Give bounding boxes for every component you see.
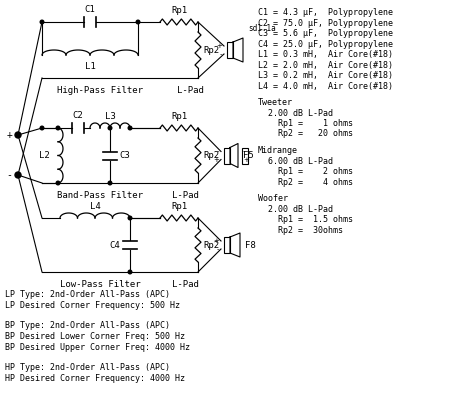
Text: C1 = 4.3 μF,  Polypropylene: C1 = 4.3 μF, Polypropylene (258, 8, 393, 17)
Text: 2.00 dB L-Pad: 2.00 dB L-Pad (258, 204, 333, 213)
Circle shape (128, 270, 132, 274)
Text: C1: C1 (85, 5, 95, 14)
Circle shape (40, 20, 44, 24)
Text: C2: C2 (73, 111, 83, 120)
Bar (224, 147, 230, 164)
Text: Rp1 =    2 ohms: Rp1 = 2 ohms (258, 167, 353, 176)
Text: HP Desired Corner Frequency: 4000 Hz: HP Desired Corner Frequency: 4000 Hz (5, 374, 185, 383)
Text: 2.00 dB L-Pad: 2.00 dB L-Pad (258, 108, 333, 117)
Text: 6.00 dB L-Pad: 6.00 dB L-Pad (258, 157, 333, 166)
Text: BP Desired Upper Corner Freq: 4000 Hz: BP Desired Upper Corner Freq: 4000 Hz (5, 342, 190, 351)
Text: Tweeter: Tweeter (258, 98, 293, 107)
Text: Woofer: Woofer (258, 194, 288, 203)
Text: L1: L1 (85, 62, 95, 71)
Text: L3 = 0.2 mH,  Air Core(#18): L3 = 0.2 mH, Air Core(#18) (258, 71, 393, 80)
Text: -: - (217, 148, 219, 154)
Text: L2: L2 (39, 151, 50, 160)
Text: C4 = 25.0 μF, Polypropylene: C4 = 25.0 μF, Polypropylene (258, 40, 393, 49)
Text: Rp1 =    1 ohms: Rp1 = 1 ohms (258, 119, 353, 128)
Text: -: - (6, 170, 12, 180)
Text: C2 = 75.0 μF, Polypropylene: C2 = 75.0 μF, Polypropylene (258, 19, 393, 28)
Text: LP Type: 2nd-Order All-Pass (APC): LP Type: 2nd-Order All-Pass (APC) (5, 290, 170, 299)
Text: L2 = 2.0 mH,  Air Core(#18): L2 = 2.0 mH, Air Core(#18) (258, 61, 393, 70)
Text: Rp2: Rp2 (203, 151, 219, 160)
Text: C3 = 5.6 μF,  Polypropylene: C3 = 5.6 μF, Polypropylene (258, 29, 393, 38)
Circle shape (15, 172, 21, 178)
Text: Low-Pass Filter: Low-Pass Filter (60, 280, 140, 289)
Text: BP Desired Lower Corner Freq: 500 Hz: BP Desired Lower Corner Freq: 500 Hz (5, 332, 185, 341)
Text: LP Desired Corner Frequency: 500 Hz: LP Desired Corner Frequency: 500 Hz (5, 300, 180, 309)
Text: C3: C3 (119, 151, 130, 160)
Text: Rp2 =  30ohms: Rp2 = 30ohms (258, 225, 343, 234)
Text: sd1.1a: sd1.1a (248, 24, 276, 33)
Text: High-Pass Filter: High-Pass Filter (57, 86, 143, 95)
Circle shape (15, 132, 21, 138)
Bar (242, 147, 248, 164)
Circle shape (56, 126, 60, 130)
Text: Rp1 =  1.5 ohms: Rp1 = 1.5 ohms (258, 215, 353, 224)
Text: L1 = 0.3 mH,  Air Core(#18): L1 = 0.3 mH, Air Core(#18) (258, 50, 393, 59)
Text: F8: F8 (245, 241, 256, 250)
Text: -: - (217, 246, 219, 252)
Text: Rp2: Rp2 (203, 45, 219, 54)
Text: Rp2 =    4 ohms: Rp2 = 4 ohms (258, 178, 353, 187)
Text: L4: L4 (90, 202, 100, 211)
Text: +: + (213, 157, 219, 162)
Text: Rp1: Rp1 (171, 112, 187, 121)
Text: BP Type: 2nd-Order All-Pass (APC): BP Type: 2nd-Order All-Pass (APC) (5, 321, 170, 330)
Circle shape (108, 126, 112, 130)
Text: F5: F5 (243, 151, 254, 160)
Text: Rp2: Rp2 (203, 241, 219, 250)
Text: -: - (243, 148, 246, 154)
Text: Band-Pass Filter: Band-Pass Filter (57, 191, 143, 200)
Text: L-Pad: L-Pad (172, 280, 199, 289)
Text: HP Type: 2nd-Order All-Pass (APC): HP Type: 2nd-Order All-Pass (APC) (5, 363, 170, 372)
Text: -: - (219, 51, 222, 57)
Text: Rp1: Rp1 (171, 202, 187, 211)
Text: L-Pad: L-Pad (172, 191, 199, 200)
Text: Rp2 =   20 ohms: Rp2 = 20 ohms (258, 129, 353, 138)
Text: +: + (216, 43, 222, 49)
Text: Midrange: Midrange (258, 146, 298, 155)
Text: L-Pad: L-Pad (176, 86, 203, 95)
Circle shape (40, 126, 44, 130)
Circle shape (128, 126, 132, 130)
Text: C4: C4 (109, 241, 120, 250)
Circle shape (56, 181, 60, 185)
Text: L4 = 4.0 mH,  Air Core(#18): L4 = 4.0 mH, Air Core(#18) (258, 82, 393, 91)
Text: L3: L3 (105, 112, 115, 121)
Text: +: + (213, 238, 219, 244)
Text: Rp1: Rp1 (171, 6, 187, 15)
Bar (227, 42, 233, 58)
Text: +: + (6, 130, 12, 140)
Bar (224, 237, 230, 253)
Circle shape (108, 181, 112, 185)
Circle shape (136, 20, 140, 24)
Text: +: + (243, 157, 249, 162)
Circle shape (128, 216, 132, 220)
